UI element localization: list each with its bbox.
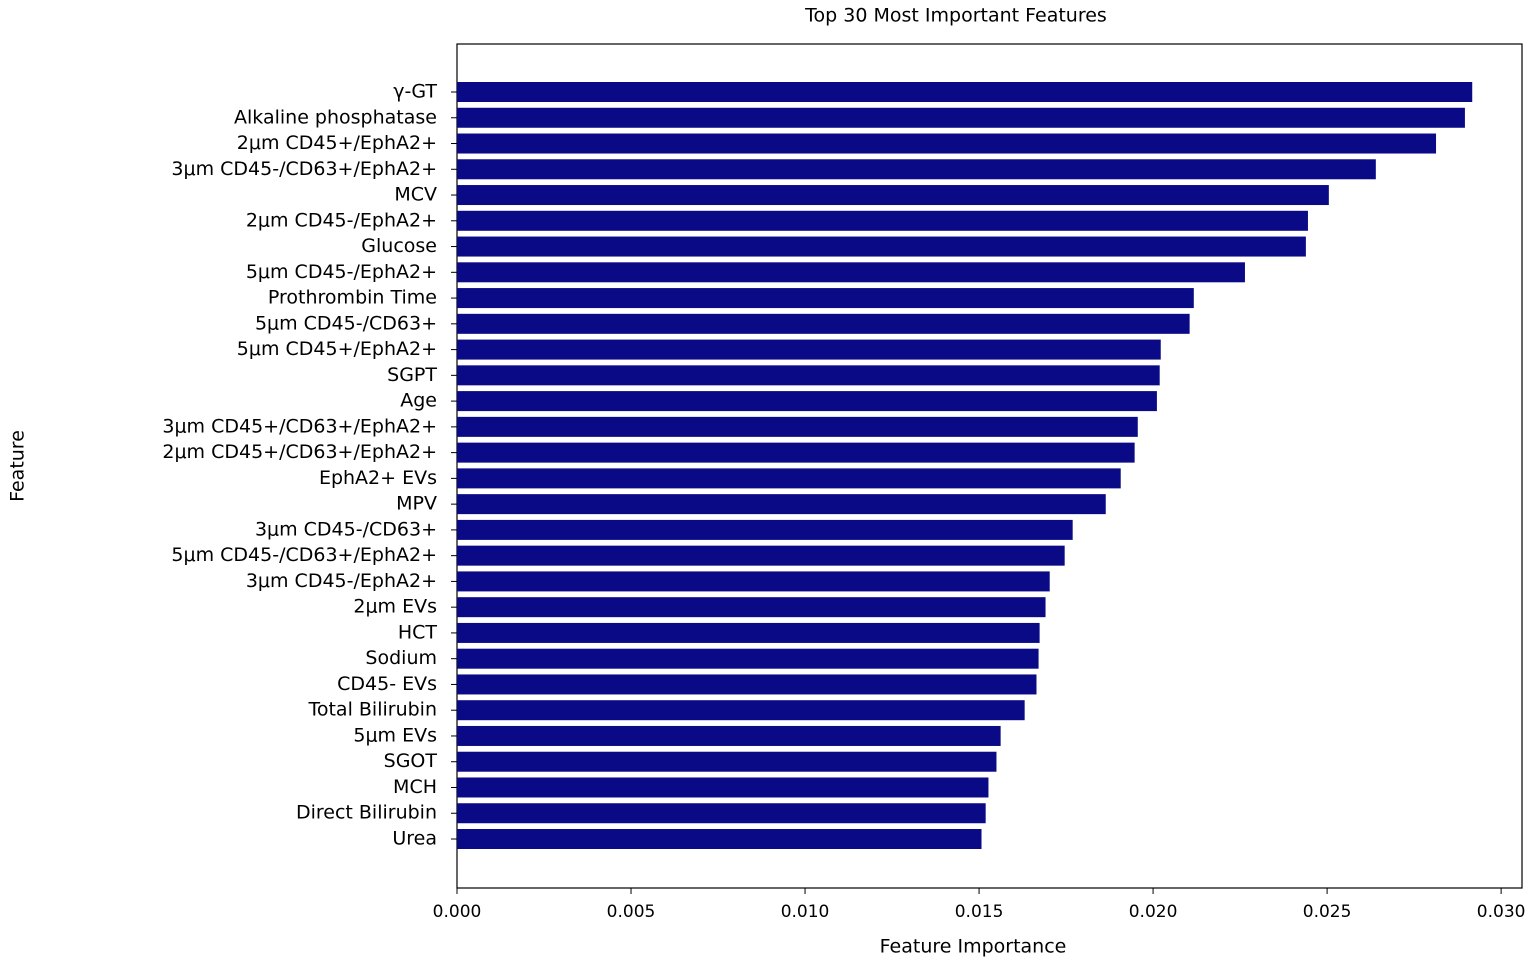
bar (457, 597, 1046, 618)
y-tick-label: Sodium (365, 647, 437, 669)
bar (457, 416, 1138, 437)
y-tick-label: 3μm CD45-/EphA2+ (246, 570, 437, 592)
plot-frame (456, 43, 1523, 889)
x-tick-label: 0.030 (1477, 902, 1526, 922)
y-tick-label: Age (400, 390, 437, 412)
y-tick-label: Alkaline phosphatase (234, 106, 437, 128)
x-tick-label: 0.020 (1129, 902, 1178, 922)
y-tick-label: 2μm CD45+/EphA2+ (237, 132, 437, 154)
y-tick-label: Glucose (361, 235, 437, 257)
y-tick-label: 2μm CD45-/EphA2+ (246, 209, 437, 231)
bar (457, 262, 1245, 283)
y-tick-label: 3μm CD45-/CD63+/EphA2+ (171, 158, 437, 180)
bar (457, 288, 1194, 309)
chart-title: Top 30 Most Important Features (804, 5, 1107, 27)
bar (457, 107, 1465, 128)
y-tick-label: 5μm CD45+/EphA2+ (237, 338, 437, 360)
y-tick-label: 5μm EVs (353, 724, 437, 746)
y-tick-label: Total Bilirubin (307, 699, 437, 721)
y-tick-label: 3μm CD45+/CD63+/EphA2+ (162, 415, 437, 437)
y-tick-label: 5μm CD45-/CD63+ (255, 312, 437, 334)
y-tick-label: Prothrombin Time (268, 287, 437, 309)
bar (457, 494, 1106, 515)
bar (457, 674, 1037, 695)
y-tick-label: Direct Bilirubin (296, 802, 437, 824)
y-tick-label: SGPT (387, 364, 437, 386)
bar (457, 391, 1157, 412)
bar (457, 519, 1073, 540)
bar (457, 313, 1190, 334)
y-tick-label: Urea (392, 828, 437, 850)
y-tick-label: MCV (394, 184, 437, 206)
bar (457, 442, 1135, 463)
bar (457, 133, 1437, 154)
bar (457, 468, 1121, 489)
x-axis-label: Feature Importance (880, 936, 1067, 958)
y-tick-label: 3μm CD45-/CD63+ (255, 518, 437, 540)
y-tick-label: γ-GT (393, 81, 437, 103)
bar (457, 777, 989, 798)
y-tick-label: MCH (393, 776, 437, 798)
x-tick-label: 0.010 (781, 902, 830, 922)
bar (457, 159, 1376, 180)
y-tick-label: SGOT (384, 750, 438, 772)
bar (457, 622, 1040, 643)
x-tick-label: 0.000 (433, 902, 482, 922)
y-tick-label: MPV (396, 493, 437, 515)
bar (457, 751, 997, 772)
bar (457, 725, 1001, 746)
bar (457, 648, 1039, 669)
y-tick-label: 5μm CD45-/CD63+/EphA2+ (171, 544, 437, 566)
bar (457, 210, 1308, 231)
x-tick-label: 0.015 (955, 902, 1004, 922)
x-tick-label: 0.005 (607, 902, 656, 922)
bar (457, 829, 982, 849)
bar (457, 236, 1306, 257)
bar (457, 571, 1050, 592)
y-tick-label: HCT (398, 621, 438, 643)
bar (457, 700, 1025, 721)
y-tick-label: CD45- EVs (337, 673, 437, 695)
y-axis-label: Feature (7, 430, 29, 502)
bar (457, 82, 1473, 102)
bar (457, 545, 1065, 566)
bar (457, 365, 1160, 386)
bar (457, 185, 1329, 206)
x-tick-label: 0.025 (1303, 902, 1352, 922)
y-tick-label: EphA2+ EVs (319, 467, 437, 489)
y-tick-label: 5μm CD45-/EphA2+ (246, 261, 437, 283)
y-tick-label: 2μm EVs (353, 596, 437, 618)
y-tick-label: 2μm CD45+/CD63+/EphA2+ (162, 441, 437, 463)
bar (457, 339, 1161, 360)
bar (457, 803, 986, 824)
